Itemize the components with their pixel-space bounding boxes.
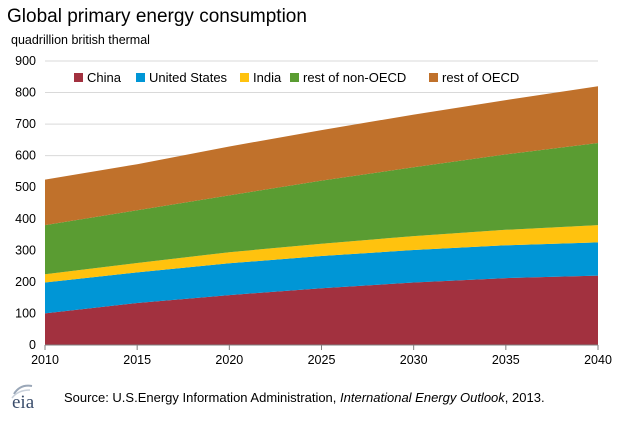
legend-label: rest of non-OECD — [303, 70, 406, 85]
eia-logo-text: eia — [12, 392, 35, 413]
source-suffix: , 2013. — [504, 390, 545, 405]
y-tick-label: 700 — [15, 117, 36, 131]
legend-label: India — [253, 70, 282, 85]
legend-swatch — [429, 73, 438, 82]
source-publication: International Energy Outlook — [340, 390, 505, 405]
legend: China United States India rest of non-OECD r… — [74, 70, 519, 85]
chart-subtitle: quadrillion british thermal — [11, 33, 150, 47]
area-china — [45, 275, 598, 345]
legend-label: rest of OECD — [442, 70, 519, 85]
source-note: Source: U.S.Energy Information Administr… — [64, 390, 545, 405]
x-tick-label: 2040 — [584, 353, 612, 367]
chart-title: Global primary energy consumption — [7, 6, 307, 27]
y-tick-label: 900 — [15, 54, 36, 68]
area-india — [45, 225, 598, 283]
x-tick-label: 2015 — [123, 353, 151, 367]
legend-swatch — [240, 73, 249, 82]
area-united-states — [45, 242, 598, 314]
area-rest-of-non-oecd — [45, 143, 598, 275]
y-tick-label: 500 — [15, 180, 36, 194]
axes: 0 100 200 300 400 500 600 700 800 900 2010 2015 2020… — [15, 54, 612, 367]
legend-swatch — [74, 73, 83, 82]
x-tick-label: 2025 — [308, 353, 336, 367]
stacked-areas — [45, 86, 598, 345]
x-tick-label: 2020 — [215, 353, 243, 367]
legend-label: United States — [149, 70, 228, 85]
y-tick-label: 800 — [15, 86, 36, 100]
x-tick-label: 2035 — [492, 353, 520, 367]
x-tick-label: 2030 — [400, 353, 428, 367]
eia-logo-icon — [10, 382, 46, 414]
y-tick-label: 200 — [15, 275, 36, 289]
legend-label: China — [87, 70, 122, 85]
legend-swatch — [290, 73, 299, 82]
x-tick-label: 2010 — [31, 353, 59, 367]
area-chart: 0 100 200 300 400 500 600 700 800 900 2010 2015 2020… — [15, 54, 612, 367]
source-prefix: Source: U.S.Energy Information Administr… — [64, 390, 341, 405]
y-tick-label: 300 — [15, 243, 36, 257]
y-tick-label: 100 — [15, 306, 36, 320]
footer: eia Source: U.S.Energy Information Admin… — [0, 380, 625, 416]
y-tick-label: 400 — [15, 212, 36, 226]
y-tick-label: 0 — [29, 338, 36, 352]
legend-swatch — [136, 73, 145, 82]
area-rest-of-oecd — [45, 86, 598, 226]
y-tick-label: 600 — [15, 149, 36, 163]
